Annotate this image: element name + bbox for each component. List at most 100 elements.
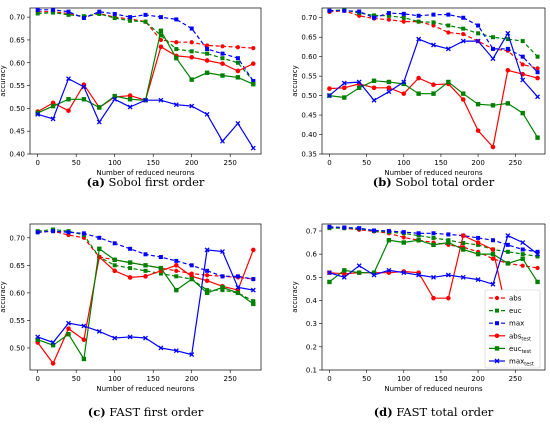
point-max_test	[460, 38, 466, 44]
point-euc_test	[251, 301, 256, 307]
point-euc_test	[446, 240, 451, 245]
x-tick-label: 150	[434, 375, 447, 383]
point-max	[476, 23, 481, 28]
point-max	[251, 79, 256, 83]
point-max	[220, 274, 225, 279]
chart-panel-4: 0 50 100 150 200 250 0.1 0.2 0.3 0.4 0.5 0.6 0.7 Numb…	[291, 223, 546, 419]
x-tick-label: 100	[397, 375, 410, 383]
point-max_test	[81, 84, 87, 90]
point-max_test	[235, 120, 241, 126]
point-euc_test	[446, 79, 451, 85]
caption-letter: (c)	[88, 405, 106, 419]
point-abs	[205, 273, 210, 278]
point-max_test	[173, 348, 179, 354]
plot-frame	[321, 223, 546, 371]
series-euc_test	[35, 28, 256, 116]
y-tick-label: 0.65	[9, 36, 25, 44]
point-max_test	[96, 119, 102, 125]
point-abs	[235, 45, 240, 50]
point-max_test	[431, 42, 436, 48]
point-max	[372, 228, 377, 233]
point-abs_test	[386, 85, 392, 91]
point-max	[446, 232, 451, 237]
point-euc	[431, 20, 436, 25]
series-max_test	[35, 247, 256, 358]
point-max_test	[431, 274, 436, 280]
point-euc_test	[327, 279, 332, 285]
y-tick-label: 0.40	[9, 151, 25, 159]
caption-letter: (a)	[87, 175, 105, 189]
point-max_test	[50, 116, 56, 122]
point-max	[520, 54, 525, 59]
chart-panel-1: 0 50 100 150 200 250 0.40 0.45 0.50 0.55 0.60 0.65 0…	[0, 7, 262, 189]
point-euc_test	[535, 279, 540, 285]
point-max	[490, 46, 495, 51]
caption-text: FAST first order	[106, 405, 204, 419]
point-euc_test	[50, 103, 56, 109]
point-euc	[476, 242, 481, 247]
point-euc	[66, 12, 71, 17]
x-tick-label: 150	[434, 159, 447, 167]
point-max_test	[386, 267, 392, 273]
point-max_test	[220, 249, 225, 255]
point-euc_test	[475, 101, 481, 107]
point-abs	[205, 43, 210, 48]
point-max_test	[220, 138, 225, 144]
point-max	[189, 26, 194, 31]
point-euc_test	[220, 73, 225, 78]
x-tick-label: 200	[471, 375, 484, 383]
point-euc_test	[356, 85, 362, 91]
point-euc_test	[342, 95, 347, 100]
point-max_test	[416, 272, 422, 278]
series-max_test	[35, 76, 256, 151]
point-max_test	[535, 94, 541, 100]
point-abs_test	[327, 86, 332, 91]
point-abs_test	[235, 68, 241, 74]
point-euc_test	[356, 270, 362, 275]
point-max_test	[490, 56, 496, 62]
point-euc	[143, 19, 148, 24]
point-max	[143, 252, 148, 257]
chart-panel-2: 0 50 100 150 200 250 0.35 0.40 0.45 0.50 0.55 0.60 0…	[291, 7, 546, 189]
x-axis-label: Number of reduced neurons	[384, 385, 483, 393]
point-euc_test	[490, 251, 496, 257]
point-euc_test	[204, 70, 210, 75]
point-abs_test	[127, 93, 133, 98]
point-euc_test	[127, 260, 133, 265]
point-abs_test	[431, 295, 436, 301]
point-euc_test	[342, 268, 347, 273]
point-max	[97, 9, 102, 14]
point-abs_test	[505, 67, 511, 73]
point-abs_test	[490, 247, 496, 252]
point-max_test	[143, 97, 148, 103]
point-abs_test	[251, 61, 256, 66]
y-tick-label: 0.6	[306, 251, 318, 259]
point-max	[416, 13, 421, 18]
point-max_test	[326, 93, 332, 99]
point-max	[112, 241, 117, 246]
y-tick-label: 0.45	[9, 128, 25, 136]
point-max_test	[50, 339, 56, 345]
point-abs_test	[204, 58, 210, 63]
point-max	[327, 224, 332, 229]
y-tick-label: 0.5	[306, 274, 317, 282]
point-max	[205, 47, 210, 52]
point-euc_test	[50, 343, 56, 348]
point-max	[235, 56, 240, 61]
point-euc	[158, 33, 163, 38]
point-euc_test	[158, 28, 164, 34]
legend-label-max_test: maxtest	[509, 358, 534, 368]
point-abs	[220, 44, 225, 49]
y-tick-label: 0.60	[9, 59, 25, 67]
point-euc_test	[371, 270, 377, 275]
point-euc_test	[490, 103, 496, 108]
point-abs	[461, 31, 466, 37]
point-euc_test	[505, 101, 511, 106]
point-max	[342, 225, 347, 230]
point-abs_test	[431, 82, 436, 87]
point-euc	[505, 249, 510, 254]
point-euc	[205, 51, 210, 56]
point-euc_test	[35, 110, 40, 116]
point-euc	[416, 233, 421, 238]
point-euc	[112, 16, 117, 21]
